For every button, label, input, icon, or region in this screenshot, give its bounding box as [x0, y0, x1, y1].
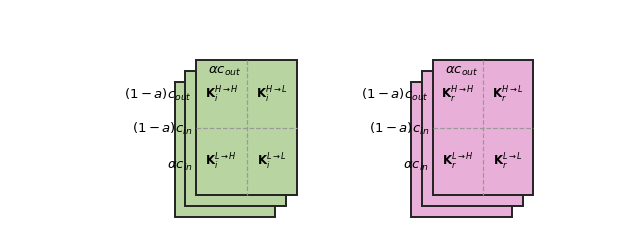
Text: $\mathbf{K}_i^{H\rightarrow H}$: $\mathbf{K}_i^{H\rightarrow H}$: [205, 84, 238, 105]
Polygon shape: [196, 61, 297, 195]
Text: $\mathbf{K}_i^{L\rightarrow L}$: $\mathbf{K}_i^{L\rightarrow L}$: [257, 152, 287, 172]
Text: $\mathbf{K}_r^{L\rightarrow L}$: $\mathbf{K}_r^{L\rightarrow L}$: [493, 152, 523, 172]
Text: $(1-a)c_{in}$: $(1-a)c_{in}$: [132, 120, 193, 136]
Text: $\mathbf{K}_r^{H\rightarrow H}$: $\mathbf{K}_r^{H\rightarrow H}$: [441, 84, 474, 104]
Polygon shape: [186, 72, 286, 206]
Text: $\alpha c_{in}$: $\alpha c_{in}$: [166, 159, 193, 172]
Text: $\mathbf{K}_r^{L\rightarrow H}$: $\mathbf{K}_r^{L\rightarrow H}$: [442, 152, 474, 172]
Text: $\alpha c_{in}$: $\alpha c_{in}$: [403, 159, 429, 172]
Text: $(1-a)c_{out}$: $(1-a)c_{out}$: [361, 86, 429, 103]
Text: $\alpha c_{out}$: $\alpha c_{out}$: [445, 65, 478, 78]
Polygon shape: [422, 72, 522, 206]
Text: $(1-a)c_{in}$: $(1-a)c_{in}$: [369, 120, 429, 136]
Polygon shape: [411, 82, 511, 217]
Text: $\mathbf{K}_i^{H\rightarrow L}$: $\mathbf{K}_i^{H\rightarrow L}$: [256, 84, 287, 105]
Polygon shape: [175, 82, 275, 217]
Text: $\alpha c_{out}$: $\alpha c_{out}$: [208, 65, 242, 78]
Text: $\mathbf{K}_r^{H\rightarrow L}$: $\mathbf{K}_r^{H\rightarrow L}$: [492, 84, 524, 104]
Text: $\mathbf{K}_i^{L\rightarrow H}$: $\mathbf{K}_i^{L\rightarrow H}$: [205, 152, 237, 172]
Polygon shape: [433, 61, 533, 195]
Text: $(1-a)c_{out}$: $(1-a)c_{out}$: [124, 86, 193, 103]
